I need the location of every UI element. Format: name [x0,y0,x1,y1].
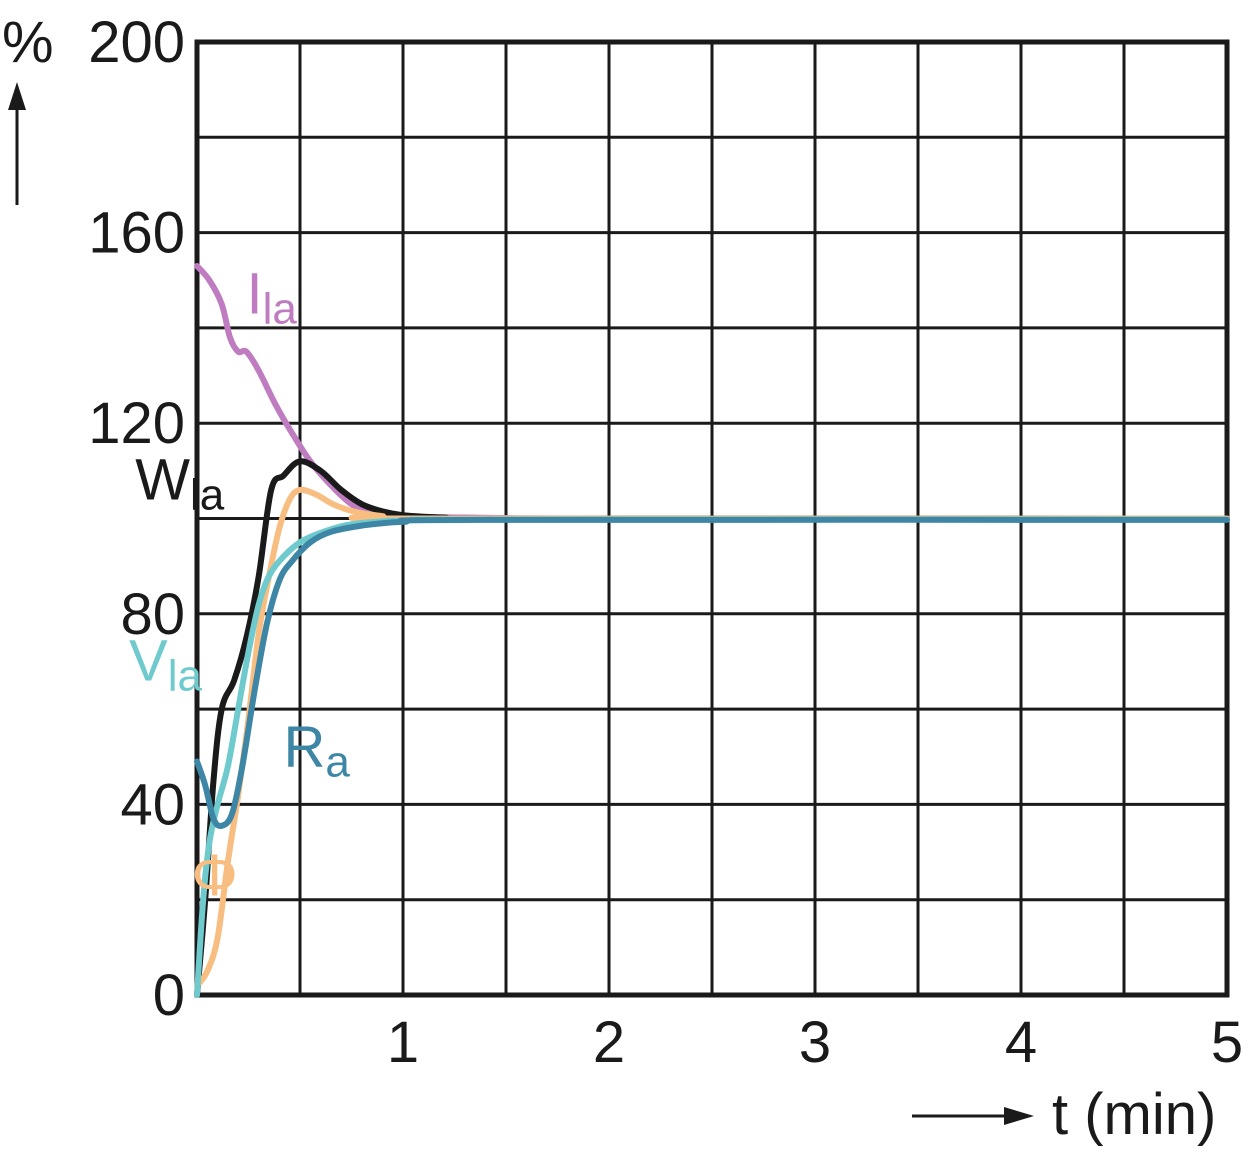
x-tick-label: 2 [593,1010,625,1075]
y-tick-labels: 0 40 80 120 160 200 [88,10,185,1028]
series-lines [194,263,1230,998]
y-tick-label: 200 [88,10,185,75]
y-axis-label: % [2,10,54,75]
series-label-wla: Wla [135,447,225,519]
x-tick-label: 1 [387,1010,419,1075]
x-tick-label: 3 [799,1010,831,1075]
annotations: Φ [192,843,238,908]
series-label-ra: Ra [284,714,351,786]
y-tick-label: 80 [120,582,185,647]
x-axis-label: t (min) [1052,1082,1216,1147]
x-tick-label: 5 [1211,1010,1243,1075]
series-labels: Ila Wla Vla Ra [129,262,350,787]
y-tick-label: 0 [153,963,185,1028]
x-tick-label: 4 [1005,1010,1037,1075]
annotation-phi: Φ [192,843,238,908]
x-axis-arrow [912,1107,1034,1125]
y-tick-label: 160 [88,201,185,266]
y-axis-arrow [8,82,26,205]
series-line-ra [194,516,1230,829]
y-tick-label: 40 [120,772,185,837]
y-tick-label: 120 [88,391,185,456]
series-label-ila: Ila [246,262,297,334]
series-label-vla: Vla [129,629,202,701]
x-tick-labels: 1 2 3 4 5 [387,1010,1243,1075]
